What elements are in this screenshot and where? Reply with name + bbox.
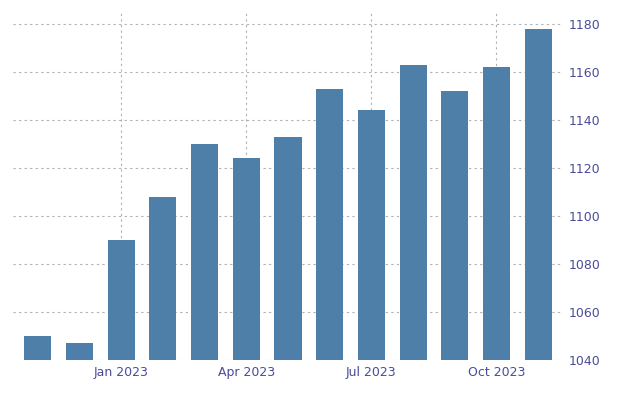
- Bar: [358, 110, 385, 360]
- Bar: [149, 197, 177, 360]
- Bar: [66, 343, 93, 360]
- Bar: [399, 65, 427, 360]
- Bar: [525, 29, 552, 360]
- Bar: [441, 91, 468, 360]
- Bar: [275, 137, 301, 360]
- Bar: [191, 144, 218, 360]
- Bar: [233, 158, 260, 360]
- Bar: [316, 89, 343, 360]
- Bar: [24, 336, 51, 360]
- Bar: [483, 67, 510, 360]
- Bar: [108, 240, 135, 360]
